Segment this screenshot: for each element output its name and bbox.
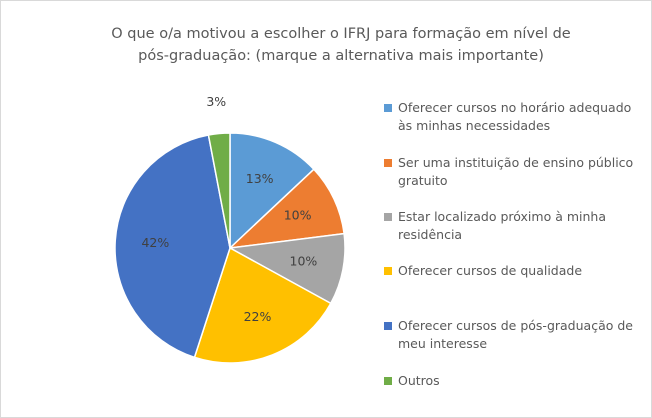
pie-slice (114, 134, 231, 359)
data-label: 3% (206, 94, 226, 109)
legend-item: Oferecer cursos de qualidade (384, 262, 649, 280)
legend-item: Ser uma instituição de ensino público gr… (384, 154, 649, 190)
chart-title: O que o/a motivou a escolher o IFRJ para… (111, 26, 571, 64)
legend-label: Oferecer cursos de qualidade (398, 263, 583, 278)
legend-item: Outros (384, 372, 649, 390)
legend-swatch (384, 267, 392, 275)
pie-slice (193, 246, 332, 364)
pie-slice (207, 132, 231, 249)
pie-slice (227, 232, 346, 305)
legend-item: Oferecer cursos no horário adequado às m… (384, 99, 649, 135)
data-label: 42% (141, 235, 169, 250)
pie-slice (227, 168, 345, 250)
legend-label: Outros (398, 373, 440, 388)
legend-swatch (384, 104, 392, 112)
data-label: 22% (244, 309, 272, 324)
data-label: 13% (246, 171, 274, 186)
legend-item: Estar localizado próximo à minha residên… (384, 208, 649, 244)
data-label: 10% (290, 254, 318, 269)
legend-item: Oferecer cursos de pós-graduação de meu … (384, 317, 649, 353)
legend-swatch (384, 213, 392, 221)
legend-swatch (384, 377, 392, 385)
legend-label: Ser uma instituição de ensino público gr… (398, 155, 634, 188)
legend-swatch (384, 159, 392, 167)
legend-swatch (384, 322, 392, 330)
data-label: 10% (284, 208, 312, 223)
pie-slice (229, 132, 315, 250)
legend-label: Oferecer cursos de pós-graduação de meu … (398, 318, 633, 351)
legend-label: Oferecer cursos no horário adequado às m… (398, 100, 632, 133)
legend-label: Estar localizado próximo à minha residên… (398, 209, 606, 242)
